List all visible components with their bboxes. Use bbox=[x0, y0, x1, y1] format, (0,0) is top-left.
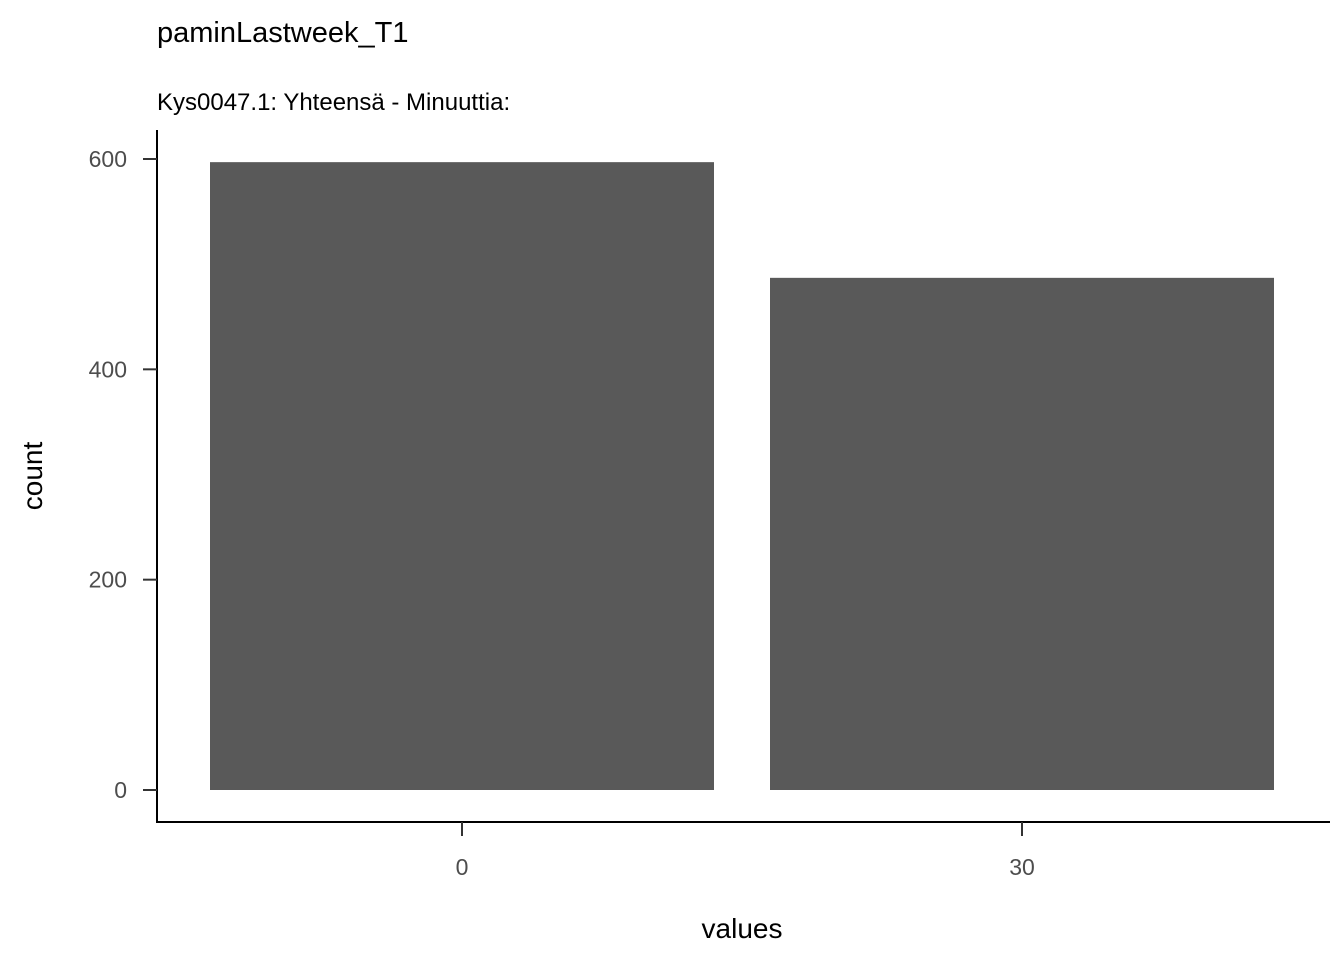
y-tick-label-600: 600 bbox=[89, 146, 127, 172]
y-tick-label-0: 0 bbox=[114, 777, 127, 803]
y-tick-label-400: 400 bbox=[89, 356, 127, 382]
bars-group bbox=[210, 162, 1274, 790]
chart-subtitle: Kys0047.1: Yhteensä - Minuuttia: bbox=[157, 89, 510, 116]
y-axis-title: count bbox=[17, 442, 48, 511]
bar-0 bbox=[210, 162, 714, 790]
x-tick-label-30: 30 bbox=[1009, 854, 1035, 880]
chart-title: paminLastweek_T1 bbox=[157, 17, 408, 49]
y-axis: 0 200 400 600 bbox=[89, 130, 158, 823]
x-axis: 0 30 bbox=[156, 821, 1330, 880]
x-axis-title: values bbox=[702, 913, 783, 944]
x-tick-label-0: 0 bbox=[456, 854, 469, 880]
y-tick-label-200: 200 bbox=[89, 567, 127, 593]
bar-30 bbox=[770, 277, 1274, 790]
